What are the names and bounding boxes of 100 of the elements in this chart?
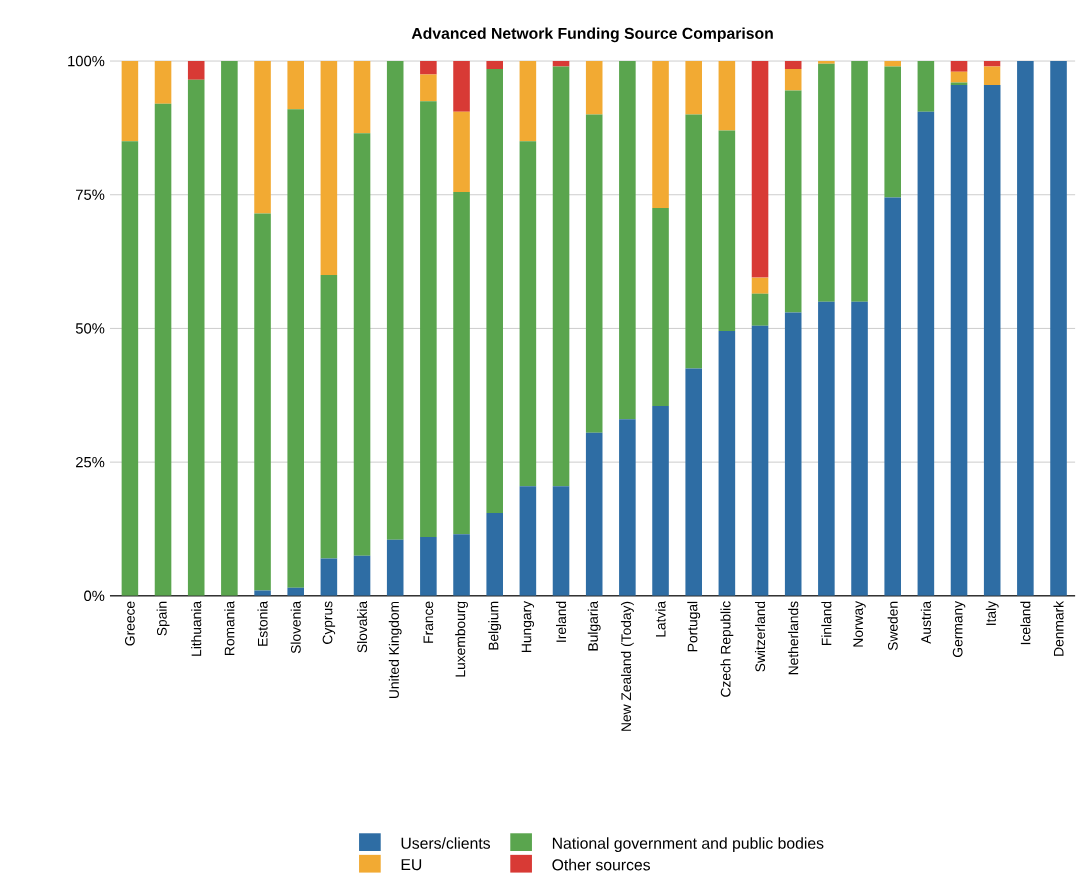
- bar: [320, 558, 338, 596]
- bar: [121, 60, 139, 142]
- x-tick-label: Czech Republic: [720, 601, 734, 697]
- bar: [851, 60, 868, 302]
- x-tick-label: Slovakia: [356, 600, 368, 653]
- bar: [685, 368, 702, 596]
- bar: [983, 66, 1001, 85]
- x-tick-label: Denmark: [1053, 600, 1064, 656]
- bar: [585, 60, 603, 115]
- bar: [287, 109, 304, 588]
- x-tick-label: Germany: [952, 600, 966, 657]
- bar: [884, 66, 901, 198]
- x-tick-label: Greece: [124, 601, 135, 646]
- bar: [685, 114, 702, 369]
- bar: [154, 103, 172, 596]
- legend-label: Users/clients: [401, 837, 491, 849]
- bar: [619, 419, 636, 596]
- bar: [254, 60, 271, 214]
- x-tick-label: Belgium: [488, 601, 502, 650]
- x-tick-label: Hungary: [521, 600, 535, 652]
- bar: [751, 325, 769, 596]
- bar: [950, 71, 968, 83]
- bar: [652, 60, 669, 208]
- x-tick-label: Switzerland: [754, 601, 766, 672]
- x-tick-label: Luxembourg: [455, 601, 468, 677]
- bar: [652, 207, 669, 406]
- bar: [851, 301, 868, 596]
- bar: [353, 60, 371, 134]
- x-tick-label: Italy: [985, 600, 999, 625]
- bar: [386, 539, 404, 596]
- bar: [784, 68, 802, 91]
- x-tick-label: Sweden: [887, 601, 898, 651]
- bar: [486, 68, 503, 513]
- bar: [784, 312, 802, 596]
- y-tick-label: 25%: [76, 456, 105, 468]
- bar: [221, 60, 238, 596]
- x-tick-label: Estonia: [257, 600, 268, 646]
- bar: [950, 82, 968, 85]
- bar: [420, 101, 437, 537]
- bar: [187, 60, 205, 80]
- bar: [983, 60, 1001, 67]
- bar: [950, 84, 968, 596]
- bar: [552, 60, 570, 67]
- bar: [353, 555, 371, 596]
- bar: [718, 130, 736, 331]
- y-tick-label: 50%: [75, 323, 105, 334]
- bar: [519, 60, 537, 142]
- bar: [585, 114, 603, 433]
- bar: [121, 141, 139, 596]
- x-tick-label: Slovenia: [290, 600, 301, 654]
- bar: [983, 84, 1001, 596]
- bar: [154, 60, 172, 104]
- bar: [420, 74, 437, 102]
- bar: [453, 60, 470, 112]
- legend-label: National government and public bodies: [552, 837, 824, 852]
- bar: [917, 60, 935, 112]
- bar: [254, 590, 271, 596]
- bar: [552, 66, 570, 487]
- x-tick-label: Ireland: [555, 601, 567, 642]
- x-tick-label: Portugal: [687, 601, 701, 652]
- bar: [519, 141, 537, 487]
- bar: [420, 60, 437, 75]
- bar: [718, 330, 736, 596]
- bar: [287, 60, 304, 110]
- bar: [818, 60, 835, 64]
- bar: [453, 111, 470, 192]
- x-tick-label: Latvia: [655, 600, 666, 637]
- bar: [420, 536, 437, 596]
- bar: [519, 486, 537, 596]
- x-tick-label: Finland: [821, 601, 832, 645]
- bar: [718, 60, 736, 131]
- y-tick-label: 75%: [76, 189, 105, 200]
- bar: [486, 60, 503, 69]
- bar: [950, 60, 968, 72]
- x-tick-label: Austria: [920, 600, 931, 644]
- bar: [1017, 60, 1034, 596]
- x-tick-label: Netherlands: [788, 601, 799, 675]
- legend-label: Other sources: [552, 858, 651, 871]
- bar: [453, 534, 470, 596]
- y-tick-label: 100%: [68, 55, 105, 67]
- x-tick-label: Spain: [156, 601, 170, 636]
- bar: [187, 79, 205, 596]
- bar: [353, 133, 371, 556]
- bar: [254, 213, 271, 591]
- legend-label: EU: [401, 859, 422, 871]
- x-tick-label: Lithuania: [191, 600, 202, 656]
- bar: [320, 274, 338, 559]
- x-tick-label: France: [423, 601, 434, 643]
- x-tick-label: Romania: [224, 600, 235, 655]
- bar: [585, 432, 603, 596]
- bar: [884, 197, 901, 596]
- bar: [552, 486, 570, 596]
- bar: [619, 60, 636, 420]
- bar: [320, 60, 338, 275]
- bar: [751, 277, 769, 294]
- bar: [652, 405, 669, 596]
- bar: [386, 60, 404, 540]
- bar: [917, 111, 935, 596]
- bar: [818, 301, 835, 596]
- bar: [685, 60, 702, 115]
